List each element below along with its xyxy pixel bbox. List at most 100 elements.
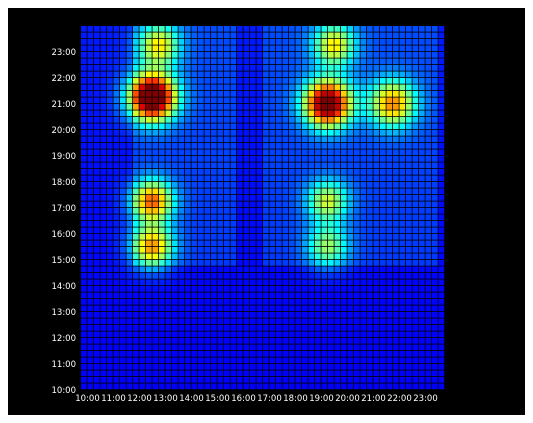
heatmap-cell [120,214,126,221]
heatmap-cell [224,299,230,305]
heatmap-cell [393,26,399,32]
heatmap-cell [412,58,419,65]
heatmap-cell [256,370,263,377]
heatmap-cell [308,123,315,130]
heatmap-cell [386,305,393,312]
heatmap-cell [321,175,328,182]
heatmap-cell [328,299,334,305]
heatmap-cell [191,162,198,169]
heatmap-cell [178,201,185,208]
heatmap-cell [126,162,133,169]
heatmap-cell [373,52,380,58]
heatmap-cell [412,247,419,253]
heatmap-cell [308,26,315,32]
heatmap-cell [412,377,419,383]
heatmap-cell [217,162,224,169]
heatmap-cell [386,351,393,357]
heatmap-cell [399,32,406,39]
heatmap-cell [107,71,113,78]
heatmap-cell [393,227,399,234]
heatmap-cell [100,58,107,65]
heatmap-cell [438,71,445,78]
heatmap-cell [107,156,113,162]
heatmap-cell [230,351,237,357]
heatmap-cell [282,292,289,299]
heatmap-cell [178,260,185,266]
heatmap-cell [373,58,380,65]
heatmap-cell [276,91,282,97]
heatmap-cell [419,292,425,299]
heatmap-cell [146,377,152,383]
heatmap-cell [406,253,412,260]
heatmap-cell [419,266,425,273]
heatmap-cell [432,234,438,240]
heatmap-cell [243,52,250,58]
heatmap-cell [360,305,367,312]
heatmap-cell [191,279,198,286]
heatmap-cell [237,58,243,65]
heatmap-cell [425,221,432,227]
heatmap-cell [393,208,399,214]
heatmap-cell [185,312,191,318]
heatmap-cell [172,234,178,240]
heatmap-cell [178,299,185,305]
heatmap-cell [81,312,87,318]
heatmap-cell [204,338,211,344]
heatmap-cell [100,227,107,234]
heatmap-cell [399,227,406,234]
heatmap-cell [87,97,94,104]
heatmap-cell [211,143,217,149]
heatmap-cell [250,58,256,65]
heatmap-cell [367,266,373,273]
heatmap-cell [126,195,133,201]
heatmap-cell [367,247,373,253]
heatmap-cell [334,357,341,364]
heatmap-cell [432,364,438,370]
x-tick-label: 20:00 [335,394,360,404]
heatmap-cell [256,162,263,169]
heatmap-cell [308,240,315,247]
heatmap-cell [139,162,146,169]
heatmap-cell [204,357,211,364]
heatmap-cell [211,201,217,208]
heatmap-cell [204,234,211,240]
heatmap-cell [152,201,159,208]
heatmap-cell [81,201,87,208]
heatmap-cell [347,325,354,331]
heatmap-cell [380,175,386,182]
heatmap-cell [139,325,146,331]
heatmap-cell [198,182,204,188]
heatmap-cell [237,247,243,253]
heatmap-cell [386,266,393,273]
heatmap-cell [139,78,146,84]
heatmap-cell [386,45,393,52]
heatmap-cell [315,279,321,286]
heatmap-cell [217,91,224,97]
heatmap-cell [328,273,334,279]
x-tick-label: 19:00 [309,394,334,404]
heatmap-cell [308,65,315,71]
heatmap-cell [308,117,315,123]
heatmap-cell [334,201,341,208]
heatmap-cell [237,84,243,91]
heatmap-cell [347,65,354,71]
heatmap-cell [432,357,438,364]
heatmap-cell [334,338,341,344]
heatmap-cell [276,58,282,65]
heatmap-cell [139,331,146,338]
heatmap-cell [165,338,172,344]
heatmap-cell [354,195,360,201]
heatmap-cell [269,136,276,143]
heatmap-cell [282,188,289,195]
heatmap-cell [360,65,367,71]
heatmap-cell [360,143,367,149]
heatmap-cell [282,195,289,201]
heatmap-cell [308,273,315,279]
heatmap-cell [367,123,373,130]
heatmap-cell [100,383,107,390]
heatmap-cell [419,370,425,377]
y-tick-label: 14:00 [52,282,77,292]
heatmap-cell [172,45,178,52]
heatmap-cell [159,104,165,110]
heatmap-cell [419,299,425,305]
